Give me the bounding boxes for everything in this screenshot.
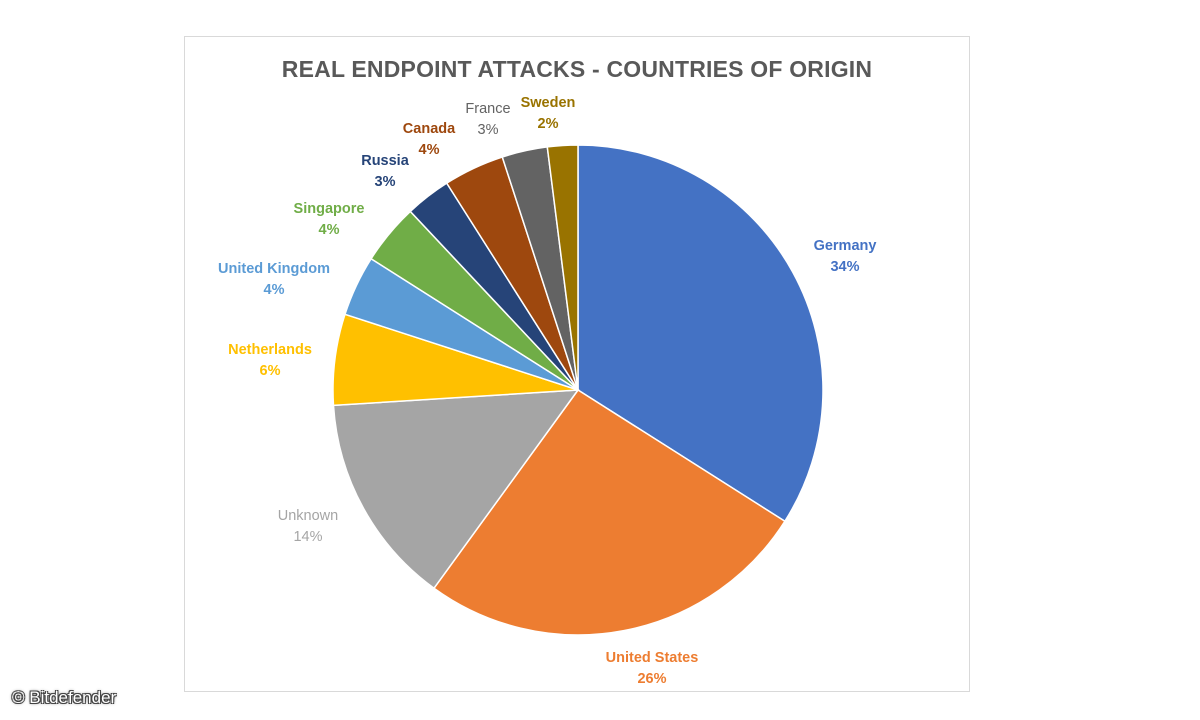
- slice-value-united-kingdom: 4%: [264, 282, 285, 298]
- slice-label-united-kingdom: United Kingdom: [218, 261, 330, 277]
- slice-label-canada: Canada: [403, 121, 456, 137]
- pie-slice-sweden: [546, 144, 579, 391]
- slice-value-unknown: 14%: [293, 529, 322, 545]
- chart-title: REAL ENDPOINT ATTACKS - COUNTRIES OF ORI…: [281, 56, 873, 82]
- slice-label-sweden: Sweden: [521, 95, 576, 111]
- slice-label-russia: Russia: [361, 153, 409, 169]
- slice-value-germany: 34%: [830, 259, 859, 275]
- slice-label-unknown: Unknown: [278, 508, 338, 524]
- copyright-credit: © Bitdefender: [12, 688, 117, 707]
- slice-value-united-states: 26%: [637, 671, 666, 687]
- slice-label-france: France: [465, 101, 510, 117]
- pie-slice-germany: [577, 144, 824, 523]
- slice-value-singapore: 4%: [319, 222, 340, 238]
- pie-slice-unknown: [332, 389, 580, 590]
- slice-value-canada: 4%: [419, 142, 440, 158]
- slice-label-germany: Germany: [814, 238, 877, 254]
- slice-label-united-states: United States: [606, 650, 699, 666]
- pie-slice-united-states: [432, 388, 786, 636]
- slice-label-singapore: Singapore: [294, 201, 365, 217]
- slice-label-netherlands: Netherlands: [228, 342, 312, 358]
- slice-value-sweden: 2%: [538, 116, 559, 132]
- slice-value-netherlands: 6%: [260, 363, 281, 379]
- slice-value-russia: 3%: [375, 174, 396, 190]
- slice-value-france: 3%: [478, 122, 499, 138]
